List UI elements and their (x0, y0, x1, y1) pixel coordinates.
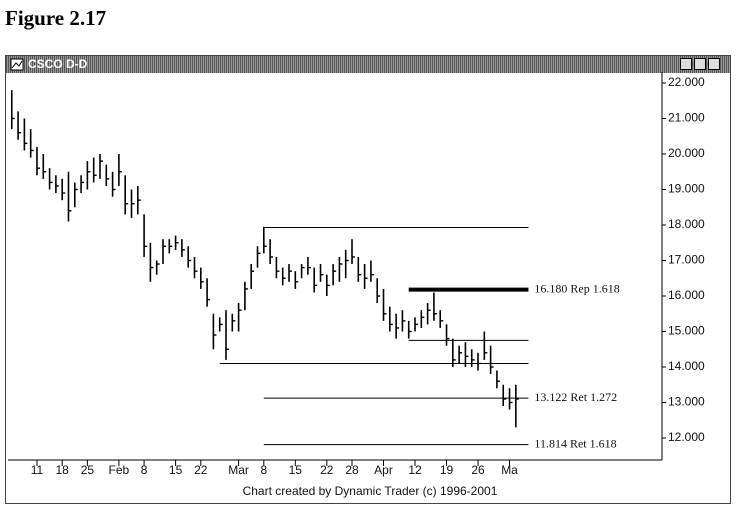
window-title: CSCO D-D (28, 57, 88, 71)
y-tick-label: 18.000 (668, 217, 705, 231)
y-tick-label: 20.000 (668, 146, 705, 160)
level-label: 16.180 Rep 1.618 (534, 281, 619, 295)
footer: Chart created by Dynamic Trader (c) 1996… (243, 484, 498, 498)
x-tick-label: 26 (471, 463, 485, 477)
title-bar: CSCO D-D (6, 56, 730, 73)
x-tick-label: Feb (109, 463, 130, 477)
x-tick-label: 8 (260, 463, 267, 477)
x-tick-label: 25 (81, 463, 95, 477)
y-tick-label: 19.000 (668, 182, 705, 196)
x-tick-label: 19 (440, 463, 454, 477)
level-label: 13.122 Ret 1.272 (534, 390, 617, 404)
x-tick-label: 22 (194, 463, 208, 477)
x-tick-label: Apr (374, 463, 393, 477)
x-tick-label: 8 (141, 463, 148, 477)
figure-title: Figure 2.17 (5, 6, 107, 30)
chart-window: CSCO D-D (5, 55, 731, 504)
x-tick-label: 11 (31, 463, 44, 477)
y-tick-label: 14.000 (668, 359, 705, 373)
maximize-button[interactable] (694, 58, 706, 70)
x-tick-label: 12 (408, 463, 422, 477)
x-tick-label: 28 (345, 463, 359, 477)
y-tick-label: 22.000 (668, 75, 705, 89)
y-tick-label: 15.000 (668, 324, 705, 338)
x-tick-label: 22 (320, 463, 334, 477)
x-tick-label: 15 (169, 463, 183, 477)
level-label: 11.814 Ret 1.618 (534, 436, 616, 450)
y-tick-label: 13.000 (668, 395, 705, 409)
minimize-button[interactable] (680, 58, 692, 70)
close-button[interactable] (708, 58, 720, 70)
x-tick-label: 18 (56, 463, 70, 477)
x-tick-label: Ma (501, 463, 518, 477)
window-icon (10, 58, 24, 71)
y-tick-label: 17.000 (668, 253, 705, 267)
x-tick-label: 15 (289, 463, 303, 477)
y-tick-label: 12.000 (668, 430, 705, 444)
y-tick-label: 21.000 (668, 111, 705, 125)
x-tick-label: Mar (228, 463, 249, 477)
y-tick-label: 16.000 (668, 288, 705, 302)
